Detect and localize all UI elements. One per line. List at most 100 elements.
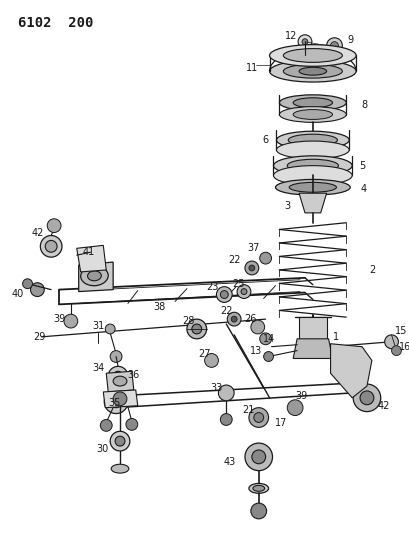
Text: 30: 30 <box>96 444 108 454</box>
Circle shape <box>110 396 122 408</box>
Text: 41: 41 <box>82 247 94 257</box>
Circle shape <box>227 312 240 326</box>
Ellipse shape <box>269 60 355 82</box>
Ellipse shape <box>292 110 332 119</box>
Circle shape <box>110 351 122 362</box>
Text: 31: 31 <box>92 321 104 331</box>
Circle shape <box>301 39 307 45</box>
Circle shape <box>218 385 234 401</box>
Ellipse shape <box>276 131 348 149</box>
Text: 12: 12 <box>284 31 297 41</box>
Circle shape <box>326 38 342 53</box>
Text: 1: 1 <box>333 332 339 342</box>
Circle shape <box>236 285 250 298</box>
Circle shape <box>259 252 271 264</box>
Text: 21: 21 <box>242 405 254 415</box>
Ellipse shape <box>248 483 268 493</box>
Ellipse shape <box>279 95 346 110</box>
Polygon shape <box>330 344 371 398</box>
Text: 3: 3 <box>283 201 290 211</box>
Text: 27: 27 <box>198 349 210 359</box>
Text: 33: 33 <box>210 383 222 393</box>
Circle shape <box>64 314 78 328</box>
Circle shape <box>115 436 125 446</box>
Polygon shape <box>103 390 137 408</box>
Ellipse shape <box>298 67 326 75</box>
Polygon shape <box>292 339 332 359</box>
Circle shape <box>352 384 380 411</box>
Text: 6: 6 <box>262 135 268 145</box>
Circle shape <box>204 353 218 367</box>
Ellipse shape <box>283 64 342 78</box>
Circle shape <box>220 290 228 298</box>
Circle shape <box>40 236 62 257</box>
Circle shape <box>330 42 337 50</box>
Circle shape <box>187 319 206 339</box>
Circle shape <box>384 335 398 349</box>
Circle shape <box>191 324 201 334</box>
Text: 17: 17 <box>274 418 287 429</box>
Polygon shape <box>79 262 113 292</box>
Text: 5: 5 <box>358 160 364 171</box>
Text: 14: 14 <box>263 334 275 344</box>
Ellipse shape <box>273 166 351 185</box>
Polygon shape <box>106 372 133 392</box>
Circle shape <box>126 418 137 430</box>
Ellipse shape <box>276 141 348 159</box>
Circle shape <box>30 282 44 296</box>
Text: 4: 4 <box>360 184 366 194</box>
Text: 39: 39 <box>294 391 306 401</box>
Text: 40: 40 <box>11 288 24 298</box>
Ellipse shape <box>88 271 101 281</box>
Circle shape <box>253 413 263 423</box>
Circle shape <box>287 400 302 416</box>
Text: 37: 37 <box>247 243 259 253</box>
Text: 6102  200: 6102 200 <box>18 16 93 30</box>
Circle shape <box>250 320 264 334</box>
Text: 38: 38 <box>153 302 165 312</box>
Text: 8: 8 <box>360 100 366 110</box>
Text: 2: 2 <box>368 265 374 275</box>
Text: 13: 13 <box>249 345 261 356</box>
Polygon shape <box>298 317 326 346</box>
Ellipse shape <box>269 45 355 66</box>
Text: 34: 34 <box>92 364 104 373</box>
Circle shape <box>100 419 112 431</box>
Circle shape <box>248 265 254 271</box>
Circle shape <box>391 346 400 356</box>
Polygon shape <box>76 245 106 272</box>
Text: 26: 26 <box>244 314 256 324</box>
Circle shape <box>45 240 57 252</box>
Circle shape <box>105 324 115 334</box>
Ellipse shape <box>113 376 127 386</box>
Text: 42: 42 <box>377 401 389 411</box>
Circle shape <box>244 261 258 275</box>
Text: 22: 22 <box>220 306 232 316</box>
Text: 15: 15 <box>394 326 407 336</box>
Circle shape <box>113 392 127 406</box>
Circle shape <box>251 450 265 464</box>
Text: 11: 11 <box>245 63 257 73</box>
Circle shape <box>110 431 130 451</box>
Circle shape <box>297 35 311 49</box>
Text: 25: 25 <box>231 279 244 289</box>
Circle shape <box>250 503 266 519</box>
Text: 39: 39 <box>53 314 65 324</box>
Circle shape <box>220 414 231 425</box>
Polygon shape <box>298 193 326 213</box>
Ellipse shape <box>288 182 336 192</box>
Circle shape <box>248 408 268 427</box>
Ellipse shape <box>279 107 346 123</box>
Ellipse shape <box>111 464 128 473</box>
Ellipse shape <box>288 134 337 146</box>
Text: 29: 29 <box>33 332 45 342</box>
Text: 35: 35 <box>108 398 120 408</box>
Text: 23: 23 <box>206 281 218 292</box>
Circle shape <box>47 219 61 232</box>
Ellipse shape <box>275 180 349 195</box>
Circle shape <box>240 289 246 295</box>
Ellipse shape <box>81 266 108 286</box>
Ellipse shape <box>283 49 342 62</box>
Circle shape <box>22 279 32 289</box>
Text: 9: 9 <box>346 35 353 45</box>
